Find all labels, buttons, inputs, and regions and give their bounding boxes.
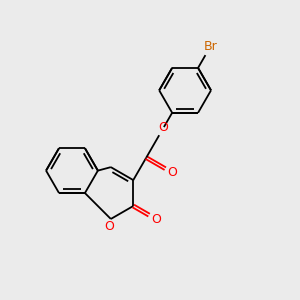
Text: O: O	[104, 220, 114, 233]
Text: Br: Br	[204, 40, 218, 53]
Text: O: O	[151, 213, 161, 226]
Text: O: O	[159, 121, 169, 134]
Text: O: O	[167, 166, 177, 179]
